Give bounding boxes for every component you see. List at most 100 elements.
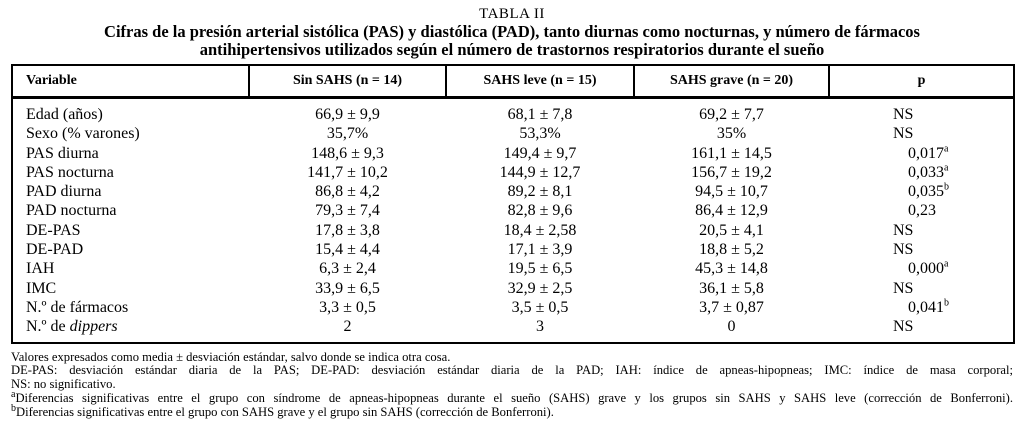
variable-cell: PAS diurna [12,144,249,163]
variable-label: Edad (años) [26,106,103,123]
footnotes-block: Valores expresados como media ± desviaci… [11,349,1013,421]
value-cell-sahs-leve: 3,5 ± 0,5 [511,298,569,316]
footnote-marker: b [11,403,16,414]
variable-cell: N.º de fármacos [12,298,249,317]
p-value: NS [893,125,914,143]
variable-label: N.º de fármacos [26,298,129,316]
p-value: 0,017 [908,144,944,162]
column-header-sin-sahs: Sin SAHS (n = 14) [248,65,446,99]
value-cell-sahs-leve: 18,4 ± 2,58 [503,221,577,239]
table-row: Edad (años) 66,9 ± 9,9 68,1 ± 7,8 69,2 ±… [12,98,1014,125]
value-cell-sahs-grave: 69,2 ± 7,7 [699,106,764,123]
variable-cell: PAD nocturna [12,201,249,220]
value-cell-sahs-grave: 86,4 ± 12,9 [695,202,768,220]
variable-cell: DE-PAD [12,240,249,259]
p-value: 0,035 [908,183,944,201]
value-cell-sin-sahs: 33,9 ± 6,5 [315,279,380,297]
value-cell-sahs-grave: 20,5 ± 4,1 [699,221,764,239]
variable-label: DE-PAD [26,241,84,259]
table-caption-line-1: Cifras de la presión arterial sistólica … [104,22,920,41]
variable-label: IAH [26,260,55,278]
column-header-sahs-grave: SAHS grave (n = 20) [633,65,829,99]
p-value: NS [893,241,914,259]
value-cell-sahs-grave: 35% [716,125,747,143]
variable-label: N.º de [26,318,70,336]
variable-cell: N.º de dippers [12,317,249,342]
value-cell-sin-sahs: 6,3 ± 2,4 [319,260,376,278]
column-header-variable: Variable [12,65,249,99]
title-block: TABLA II Cifras de la presión arterial s… [11,6,1013,59]
footnote-line: bDiferencias significativas entre el gru… [11,403,554,420]
value-cell-sin-sahs: 35,7% [326,125,369,143]
table-row: IMC 33,9 ± 6,5 32,9 ± 2,5 36,1 ± 5,8 NS [12,279,1014,298]
value-cell-sahs-leve: 144,9 ± 12,7 [499,163,581,181]
variable-label: IMC [26,279,57,297]
value-cell-sin-sahs: 2 [343,318,352,336]
value-cell-sin-sahs: 3,3 ± 0,5 [319,298,376,316]
p-value-cell: NS [829,124,1014,143]
footnote-line: NS: no significativo. [11,377,116,392]
variable-cell: IMC [12,279,249,298]
p-value-cell: 0,23 [829,201,1014,220]
value-cell-sahs-grave: 94,5 ± 10,7 [695,183,768,201]
variable-label: PAS diurna [26,144,99,162]
variable-cell: DE-PAS [12,221,249,240]
results-table: Variable Sin SAHS (n = 14) SAHS leve (n … [11,64,1015,344]
p-value: 0,000 [908,260,944,278]
value-cell-sahs-grave: 3,7 ± 0,87 [699,298,764,316]
p-value: 0,033 [908,163,944,181]
footnote-line: DE-PAS: desviación estándar diaria de la… [11,363,1013,378]
table-row: PAD nocturna 79,3 ± 7,4 82,8 ± 9,6 86,4 … [12,201,1014,220]
footnote-line: aDiferencias significativas entre el gru… [11,389,1013,406]
value-cell-sin-sahs: 148,6 ± 9,3 [311,144,384,162]
p-value: NS [893,221,914,239]
table-body: Edad (años) 66,9 ± 9,9 68,1 ± 7,8 69,2 ±… [12,98,1014,343]
column-header-sahs-leve: SAHS leve (n = 15) [445,65,634,99]
footnote-line: Valores expresados como media ± desviaci… [11,349,451,364]
variable-label: Sexo (% varones) [26,125,140,143]
value-cell-sin-sahs: 86,8 ± 4,2 [315,183,380,201]
value-cell-sahs-leve: 53,3% [519,125,561,143]
p-value: 0,23 [908,202,936,220]
table-row: PAS diurna 148,6 ± 9,3 149,4 ± 9,7 161,1… [12,144,1014,163]
value-cell-sahs-leve: 32,9 ± 2,5 [507,279,573,297]
table-row: N.º de fármacos 3,3 ± 0,5 3,5 ± 0,5 3,7 … [12,298,1014,317]
table-header: Variable Sin SAHS (n = 14) SAHS leve (n … [12,65,1014,99]
value-cell-sahs-leve: 68,1 ± 7,8 [507,106,573,123]
p-value-cell: 0,033a [829,163,1014,182]
value-cell-sin-sahs: 141,7 ± 10,2 [307,163,388,181]
variable-label-italic: dippers [69,318,118,336]
variable-label: DE-PAS [26,221,81,239]
value-cell-sahs-leve: 89,2 ± 8,1 [507,183,573,201]
footnote-marker: a [11,389,16,401]
value-cell-sahs-grave: 0 [727,318,736,336]
p-value-cell: 0,017a [829,144,1014,163]
p-superscript: a [944,162,949,174]
p-value-cell: NS [829,98,1014,125]
p-value: 0,041 [908,298,944,316]
table-row: Sexo (% varones) 35,7% 53,3% 35% NS [12,124,1014,143]
value-cell-sahs-leve: 149,4 ± 9,7 [503,144,577,162]
variable-cell: Sexo (% varones) [12,124,249,143]
p-superscript: a [944,259,949,271]
p-value-cell: NS [829,317,1014,342]
table-caption-line-2: antihipertensivos utilizados según el nú… [199,40,825,59]
value-cell-sahs-leve: 17,1 ± 3,9 [507,241,573,259]
column-header-p: p [828,65,1014,99]
value-cell-sin-sahs: 15,4 ± 4,4 [315,241,380,259]
value-cell-sahs-leve: 3 [536,318,544,336]
value-cell-sahs-grave: 36,1 ± 5,8 [699,279,764,297]
variable-label: PAD diurna [26,183,102,201]
p-superscript: b [944,297,949,309]
table-row: PAS nocturna 141,7 ± 10,2 144,9 ± 12,7 1… [12,163,1014,182]
table-row: DE-PAS 17,8 ± 3,8 18,4 ± 2,58 20,5 ± 4,1… [12,221,1014,240]
variable-label: PAD nocturna [26,202,117,220]
table-row: DE-PAD 15,4 ± 4,4 17,1 ± 3,9 18,8 ± 5,2 … [12,240,1014,259]
value-cell-sin-sahs: 79,3 ± 7,4 [315,202,380,220]
variable-label: PAS nocturna [26,163,114,181]
p-value-cell: 0,041b [829,298,1014,317]
p-value-cell: NS [829,279,1014,298]
value-cell-sahs-grave: 156,7 ± 19,2 [691,163,772,181]
p-value-cell: NS [829,221,1014,240]
